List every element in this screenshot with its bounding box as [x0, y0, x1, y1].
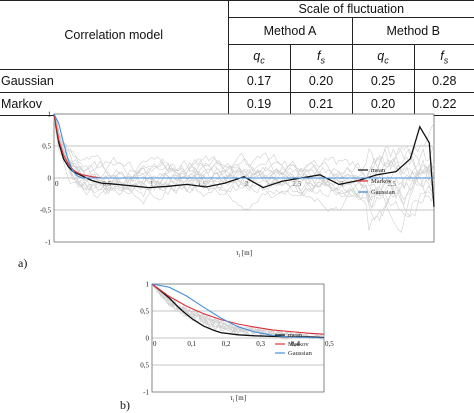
- chart-b: 1 0,5 0 -0,5 -1 0 0,1 0,2 0,3 0,4 0,5 mean Markov Gau…: [140, 281, 334, 403]
- y-tick-label: 0: [48, 175, 52, 183]
- cell-markov-a-fs: 0.21: [289, 92, 352, 116]
- legend-label-mean: mean: [288, 332, 303, 339]
- legend-label-gaussian: Gaussian: [288, 350, 313, 357]
- chart-a: 10,50-0,5-10 0,5 1 1,5 2 2,5 3 3,5meanMarkovGau…: [40, 111, 435, 259]
- x-axis-label: τi [m]: [230, 394, 246, 402]
- sample-curve: [53, 113, 435, 205]
- sample-curve: [53, 117, 435, 192]
- cell-gaussian-b-fs: 0.28: [413, 69, 474, 93]
- sample-curve: [53, 113, 435, 217]
- series-line-gaussian: [151, 283, 325, 339]
- header-b-qc: qc: [351, 44, 414, 70]
- cell-gaussian-a-qc: 0.17: [227, 69, 290, 93]
- y-tick-label: 0: [146, 335, 150, 343]
- series-line-markov: [151, 283, 325, 335]
- correlation-table: Correlation model Scale of fluctuation M…: [0, 0, 474, 116]
- panel-label-b: b): [120, 398, 130, 412]
- row-label-gaussian: Gaussian: [0, 69, 228, 93]
- sample-curve: [53, 114, 435, 205]
- y-tick-label: -1: [143, 389, 149, 397]
- cell-gaussian-b-qc: 0.25: [351, 69, 414, 93]
- x-tick-label: 0: [153, 340, 157, 348]
- x-tick-label: 0,3: [256, 340, 265, 348]
- x-tick-label: 0,5: [325, 340, 334, 348]
- x-tick-label: 0,1: [187, 340, 196, 348]
- sample-curve: [53, 118, 435, 194]
- x-tick-label: 1,5: [198, 180, 207, 188]
- header-correlation-model: Correlation model: [0, 0, 228, 70]
- header-a-fs: fs: [289, 44, 352, 70]
- legend-label-markov: Markov: [371, 178, 392, 185]
- y-tick-label: 0,5: [42, 143, 51, 151]
- y-tick-label: -0,5: [140, 362, 149, 370]
- legend-label-markov: Markov: [288, 341, 309, 348]
- series-line-markov: [53, 113, 434, 179]
- header-scale-of-fluctuation: Scale of fluctuation: [227, 0, 474, 18]
- y-tick-label: 1: [146, 281, 150, 289]
- y-tick-label: -1: [45, 239, 51, 247]
- x-tick-label: 3,5: [388, 180, 397, 188]
- header-b-fs: fs: [413, 44, 474, 70]
- cell-markov-b-fs: 0.22: [413, 92, 474, 116]
- y-tick-label: -0,5: [40, 207, 52, 215]
- sample-curve: [53, 114, 435, 192]
- header-method-a: Method A: [227, 17, 352, 45]
- correlation-table-wrapper: Correlation model Scale of fluctuation M…: [0, 0, 474, 116]
- table-row: Markov 0.19 0.21 0.20 0.22: [0, 92, 474, 116]
- panel-label-a: a): [18, 256, 28, 270]
- series-line-mean: [53, 113, 435, 207]
- sample-curve: [53, 117, 435, 231]
- x-tick-label: 0,4: [291, 340, 300, 348]
- cell-gaussian-a-fs: 0.20: [289, 69, 352, 93]
- legend-label-mean: mean: [371, 167, 386, 174]
- x-tick-label: 0: [55, 180, 59, 188]
- x-axis-label: τi [m]: [236, 249, 252, 259]
- y-tick-label: 0,5: [140, 308, 149, 316]
- sample-curve: [53, 117, 435, 201]
- table-row: Gaussian 0.17 0.20 0.25 0.28: [0, 69, 474, 93]
- x-tick-label: 2: [245, 180, 249, 188]
- header-method-b: Method B: [351, 17, 474, 45]
- sample-curve: [53, 113, 435, 221]
- sample-curve: [53, 113, 435, 218]
- series-line-gaussian: [53, 113, 434, 179]
- x-tick-label: 0,2: [222, 340, 231, 348]
- header-a-qc: qc: [227, 44, 290, 70]
- y-tick-label: 1: [48, 111, 52, 119]
- legend-label-gaussian: Gaussian: [371, 189, 396, 196]
